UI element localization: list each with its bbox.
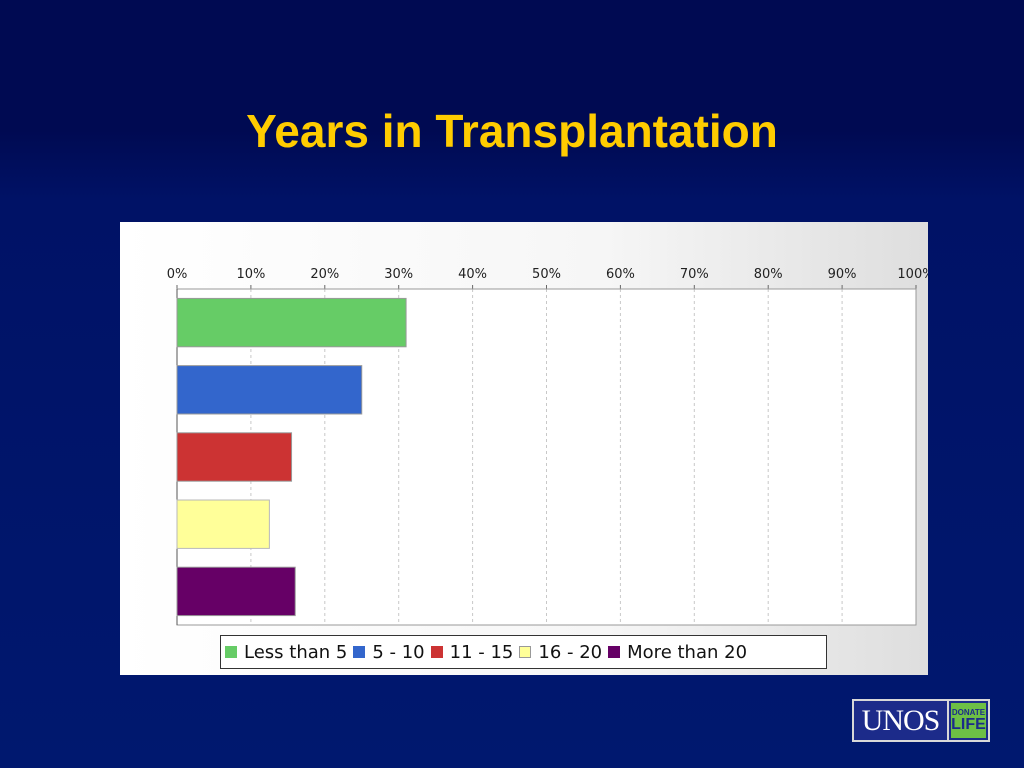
life-text: LIFE [951,715,986,733]
x-tick-label: 30% [384,267,413,282]
x-tick-label: 70% [680,267,709,282]
legend-swatch [430,646,443,658]
x-tick-label: 20% [310,267,339,282]
legend-swatch [608,646,621,658]
unos-wordmark: UNOS [854,701,949,740]
bar-chart: 0% 10% 20% 30% 40% 50% 60% 70% 80% 90% 100% [167,267,928,626]
bar [176,297,407,348]
x-tick-label: 40% [458,267,487,282]
bar [176,365,363,415]
unos-donate-life-logo: UNOS DONATE LIFE [852,699,990,742]
x-tick-label: 10% [236,267,265,282]
legend-item: 5 - 10 [353,641,425,663]
bar [176,432,293,482]
x-tick-label: 60% [606,267,635,282]
slide-title: Years in Transplantation [246,105,778,157]
x-tick-label: 0% [167,267,188,282]
chart-panel: 0% 10% 20% 30% 40% 50% 60% 70% 80% 90% 100% Less t… [120,222,928,675]
legend-item: 16 - 20 [519,642,602,663]
legend-swatch [225,646,237,658]
x-tick-label: 90% [828,267,857,282]
legend-label: 5 - 10 [372,641,425,663]
donate-text: DONATE [951,707,986,717]
legend-label: 11 - 15 [449,641,514,663]
legend-swatch [519,646,532,658]
x-tick-label: 50% [532,267,561,282]
donate-life-badge: DONATE LIFE [949,701,988,740]
x-tick-label: 80% [754,267,783,282]
x-tick-label: 100% [897,267,928,282]
legend-label: 16 - 20 [538,641,603,663]
legend-label: Less than 5 [244,641,348,663]
bar [176,566,296,617]
legend-item: More than 20 [608,642,747,663]
chart-legend: Less than 5 5 - 10 11 - 15 16 - 20 More than… [220,635,827,669]
legend-swatch [353,646,366,658]
legend-label: More than 20 [627,641,748,663]
legend-item: Less than 5 [225,642,347,663]
legend-item: 11 - 15 [430,641,514,663]
bar [176,499,270,549]
